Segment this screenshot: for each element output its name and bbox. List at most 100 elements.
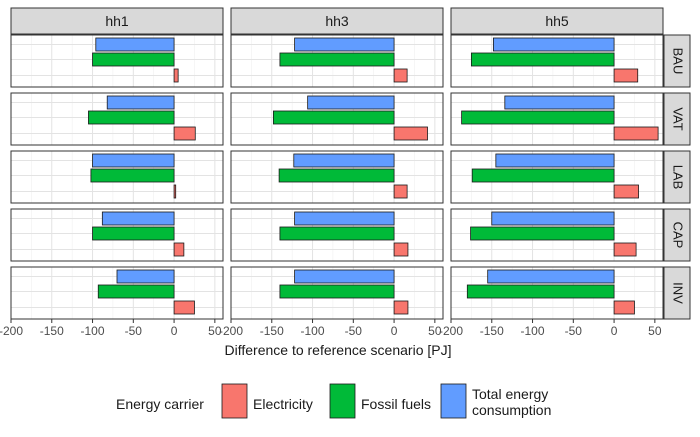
legend-label-fossil: Fossil fuels — [361, 396, 431, 412]
panel-border — [450, 208, 664, 262]
facet-row-label: INV — [671, 282, 686, 304]
panel-border — [230, 92, 444, 146]
facet-strip-hh5 — [450, 7, 664, 35]
bar-total-VAT-hh1 — [106, 95, 175, 110]
x-tick-label: 50 — [648, 324, 662, 338]
bar-fossil-VAT-hh5 — [461, 110, 615, 125]
bar-electricity-INV-hh3 — [393, 300, 409, 315]
facet-strip-BAU — [663, 34, 691, 88]
legend-label-electricity: Electricity — [253, 396, 313, 412]
bar-total-LAB-hh3 — [293, 153, 395, 168]
x-tick-label: 0 — [611, 324, 618, 338]
panel-border — [10, 92, 224, 146]
panel-border — [450, 150, 664, 204]
x-tick-label: -200 — [219, 324, 243, 338]
x-tick-label: -200 — [439, 324, 463, 338]
legend-key-fossil — [329, 383, 356, 419]
panel-border — [230, 208, 444, 262]
bar-total-VAT-hh5 — [504, 95, 615, 110]
bar-electricity-VAT-hh3 — [393, 126, 428, 141]
x-tick-label: -150 — [480, 324, 504, 338]
panel-border — [450, 34, 664, 88]
bar-fossil-LAB-hh5 — [471, 168, 615, 183]
panel-border — [230, 150, 444, 204]
panel-border — [10, 34, 224, 88]
bar-total-CAP-hh5 — [491, 211, 615, 226]
bar-total-LAB-hh1 — [92, 153, 175, 168]
bar-electricity-CAP-hh3 — [393, 242, 409, 257]
bar-fossil-LAB-hh1 — [90, 168, 175, 183]
facet-row-label: VAT — [671, 107, 686, 130]
facet-strip-LAB — [663, 150, 691, 204]
x-tick-label: -150 — [260, 324, 284, 338]
legend-key-total — [440, 383, 467, 419]
facet-strip-VAT — [663, 92, 691, 146]
bar-total-BAU-hh1 — [95, 37, 175, 52]
bar-fossil-BAU-hh3 — [279, 52, 395, 67]
panel-border — [450, 266, 664, 320]
x-tick-label: -100 — [301, 324, 325, 338]
bar-fossil-LAB-hh3 — [278, 168, 395, 183]
legend-title: Energy carrier — [116, 396, 204, 412]
x-tick-label: 0 — [391, 324, 398, 338]
x-tick-label: 0 — [171, 324, 178, 338]
bar-total-LAB-hh5 — [495, 153, 615, 168]
bar-electricity-LAB-hh3 — [393, 184, 408, 199]
x-tick-label: -50 — [565, 324, 583, 338]
bar-total-CAP-hh3 — [294, 211, 395, 226]
bar-fossil-INV-hh5 — [466, 284, 615, 299]
bar-fossil-CAP-hh5 — [470, 226, 615, 241]
bar-total-BAU-hh5 — [492, 37, 615, 52]
x-tick-label: 50 — [208, 324, 222, 338]
facet-column-label: hh3 — [325, 13, 349, 29]
bar-electricity-VAT-hh1 — [173, 126, 196, 141]
bar-fossil-VAT-hh3 — [272, 110, 395, 125]
bar-fossil-BAU-hh5 — [470, 52, 615, 67]
facet-strip-CAP — [663, 208, 691, 262]
bar-total-BAU-hh3 — [294, 37, 395, 52]
panel-border — [450, 92, 664, 146]
bar-electricity-CAP-hh5 — [613, 242, 637, 257]
bar-fossil-VAT-hh1 — [88, 110, 175, 125]
legend-label-total: Total energy consumption — [472, 386, 551, 418]
bar-electricity-LAB-hh1 — [173, 184, 177, 199]
legend-key-electricity — [221, 383, 248, 419]
bar-total-INV-hh1 — [116, 269, 175, 284]
x-tick-label: -100 — [81, 324, 105, 338]
bar-fossil-CAP-hh1 — [92, 226, 175, 241]
panel-border — [10, 208, 224, 262]
bar-electricity-INV-hh5 — [613, 300, 635, 315]
bar-total-INV-hh3 — [294, 269, 395, 284]
x-tick-label: -50 — [345, 324, 363, 338]
x-tick-label: -50 — [125, 324, 143, 338]
bar-total-INV-hh5 — [487, 269, 615, 284]
facet-column-label: hh5 — [545, 13, 569, 29]
bar-fossil-CAP-hh3 — [279, 226, 395, 241]
x-axis-title: Difference to reference scenario [PJ] — [225, 342, 452, 358]
bar-electricity-CAP-hh1 — [173, 242, 185, 257]
facet-row-label: CAP — [671, 222, 686, 249]
x-tick-label: -200 — [0, 324, 23, 338]
panel-border — [230, 34, 444, 88]
panel-border — [10, 150, 224, 204]
facet-strip-hh3 — [230, 7, 444, 35]
x-tick-label: 50 — [428, 324, 442, 338]
bar-total-VAT-hh3 — [307, 95, 395, 110]
panel-border — [230, 266, 444, 320]
facet-strip-INV — [663, 266, 691, 320]
panel-border — [10, 266, 224, 320]
x-tick-label: -100 — [521, 324, 545, 338]
bar-electricity-BAU-hh3 — [393, 68, 408, 83]
bar-electricity-LAB-hh5 — [613, 184, 639, 199]
facet-row-label: BAU — [671, 48, 686, 75]
facet-column-label: hh1 — [105, 13, 129, 29]
bar-electricity-VAT-hh5 — [613, 126, 659, 141]
bar-electricity-INV-hh1 — [173, 300, 195, 315]
bar-total-CAP-hh1 — [101, 211, 175, 226]
bar-electricity-BAU-hh5 — [613, 68, 639, 83]
bar-fossil-INV-hh1 — [97, 284, 175, 299]
bar-fossil-BAU-hh1 — [92, 52, 175, 67]
facet-strip-hh1 — [10, 7, 224, 35]
